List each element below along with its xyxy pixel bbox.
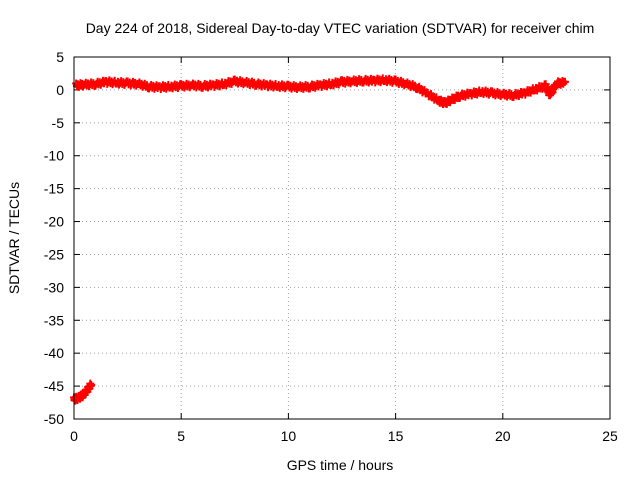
x-tick-label: 0 <box>70 428 78 444</box>
y-tick-label: 5 <box>56 49 64 65</box>
y-axis-ticks: 5 0 -5 -10 -15 -20 -25 -30 -35 -40 -45 -50 <box>44 49 610 427</box>
grid <box>74 57 610 419</box>
y-tick-label: -20 <box>44 214 64 230</box>
y-axis-label: SDTVAR / TECUs <box>6 182 22 294</box>
y-tick-label: -45 <box>44 378 64 394</box>
data-series <box>70 74 569 405</box>
x-tick-label: 25 <box>602 428 618 444</box>
data-point <box>560 77 569 86</box>
x-axis-ticks: 0 5 10 15 20 25 <box>70 57 618 444</box>
x-tick-label: 5 <box>177 428 185 444</box>
y-tick-label: -35 <box>44 312 64 328</box>
data-point <box>87 381 96 390</box>
y-tick-label: -30 <box>44 279 64 295</box>
y-tick-label: -15 <box>44 181 64 197</box>
plot-border <box>73 56 611 420</box>
y-tick-label: -10 <box>44 148 64 164</box>
x-tick-label: 20 <box>495 428 511 444</box>
y-tick-label: -50 <box>44 411 64 427</box>
chart-title: Day 224 of 2018, Sidereal Day-to-day VTE… <box>86 20 595 36</box>
y-tick-label: -5 <box>52 115 65 131</box>
y-tick-label: -25 <box>44 246 64 262</box>
y-tick-label: 0 <box>56 82 64 98</box>
y-tick-label: -40 <box>44 345 64 361</box>
x-tick-label: 15 <box>388 428 404 444</box>
x-axis-label: GPS time / hours <box>287 457 394 473</box>
x-tick-label: 10 <box>281 428 297 444</box>
